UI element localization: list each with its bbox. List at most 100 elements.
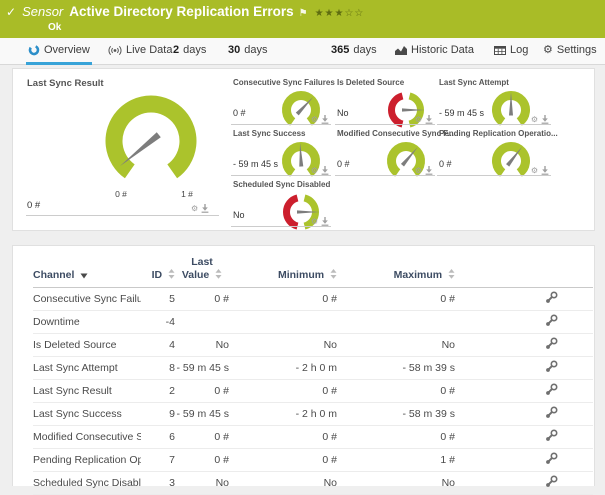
- wrench-icon[interactable]: [545, 429, 558, 442]
- column-header-id[interactable]: ID: [141, 252, 175, 289]
- table-row[interactable]: Scheduled Sync Disabled 3 No No No: [33, 471, 593, 495]
- cell-last-value: 0 #: [175, 448, 229, 473]
- wrench-icon[interactable]: [545, 475, 558, 488]
- priority-flag-icon[interactable]: ⚑: [298, 8, 308, 19]
- cell-last-value: - 59 m 45 s: [175, 356, 229, 381]
- cell-minimum: - 2 h 0 m: [229, 402, 337, 427]
- sort-icon: [168, 269, 175, 279]
- channel-settings-button[interactable]: [455, 379, 593, 404]
- wrench-icon[interactable]: [545, 291, 558, 304]
- cell-channel: Last Sync Result: [33, 379, 141, 404]
- gauge-gear-icon[interactable]: ⚙: [414, 114, 422, 124]
- cell-last-value: - 59 m 45 s: [175, 402, 229, 427]
- cell-id: 6: [141, 425, 175, 450]
- cell-id: 9: [141, 402, 175, 427]
- gauge-tile-scheduled-sync-disabled[interactable]: Scheduled Sync Disabled No ⚙: [231, 177, 331, 230]
- cell-last-value: 0 #: [175, 287, 229, 312]
- cell-id: 8: [141, 356, 175, 381]
- gauge-title: Last Sync Success: [233, 129, 306, 138]
- wrench-icon[interactable]: [545, 314, 558, 327]
- cell-minimum: - 2 h 0 m: [229, 356, 337, 381]
- column-header-minimum[interactable]: Minimum: [229, 252, 337, 289]
- gauge-tile-last-sync-attempt[interactable]: Last Sync Attempt - 59 m 45 s ⚙: [437, 75, 551, 126]
- column-header-maximum[interactable]: Maximum: [337, 252, 455, 289]
- channel-settings-button[interactable]: [455, 448, 593, 473]
- gauge-gear-icon[interactable]: ⚙: [530, 165, 538, 175]
- download-icon[interactable]: [321, 115, 329, 124]
- tab-number: 365: [331, 44, 350, 56]
- tab-live-data[interactable]: Live Data: [106, 38, 174, 62]
- download-icon[interactable]: [321, 166, 329, 175]
- table-row[interactable]: Downtime -4: [33, 310, 593, 335]
- gauge-tile-is-deleted-source[interactable]: Is Deleted Source No ⚙: [335, 75, 435, 128]
- channel-settings-button[interactable]: [455, 425, 593, 450]
- table-row[interactable]: Consecutive Sync Failur...50 #0 #0 #: [33, 287, 593, 312]
- gauge-gear-icon[interactable]: ⚙: [310, 165, 318, 175]
- gauge-tile-last-sync-success[interactable]: Last Sync Success - 59 m 45 s ⚙: [231, 126, 331, 177]
- table-row[interactable]: Last Sync Attempt 8- 59 m 45 s- 2 h 0 m- …: [33, 356, 593, 381]
- tab-label: Live Data: [126, 44, 173, 56]
- wrench-icon[interactable]: [545, 452, 558, 465]
- column-header-last-value[interactable]: Last Value: [175, 252, 229, 289]
- gauge-gear-icon[interactable]: ⚙: [310, 114, 318, 124]
- historic-data-icon: [395, 46, 407, 55]
- gauge-tile-modified-consecutive-sync[interactable]: Modified Consecutive Sync F... 0 # ⚙: [335, 126, 454, 177]
- download-icon[interactable]: [425, 166, 433, 175]
- table-row[interactable]: Is Deleted Source 4 No No No: [33, 333, 593, 358]
- wrench-icon[interactable]: [545, 406, 558, 419]
- tab-365-days[interactable]: 365 days: [329, 38, 379, 62]
- tab-2-days[interactable]: 2 days: [171, 38, 208, 62]
- wrench-icon[interactable]: [545, 360, 558, 373]
- gauge-gear-icon[interactable]: ⚙: [414, 165, 422, 175]
- column-header-actions: [455, 252, 593, 289]
- cell-last-value: 0 #: [175, 425, 229, 450]
- cell-channel: Last Sync Success: [33, 402, 141, 427]
- gauges-overview-panel: Last Sync Result 0 # 1 # 0 # ⚙ Consecuti…: [12, 68, 595, 231]
- download-icon[interactable]: [201, 204, 209, 213]
- column-header-channel[interactable]: Channel: [33, 252, 141, 289]
- wrench-icon[interactable]: [545, 337, 558, 350]
- tab-settings[interactable]: ⚙ Settings: [541, 38, 599, 62]
- cell-channel: Scheduled Sync Disabled: [33, 471, 141, 495]
- channel-settings-button[interactable]: [455, 310, 593, 335]
- download-icon[interactable]: [425, 115, 433, 124]
- cell-minimum: [229, 310, 337, 335]
- gauge-tile-last-sync-result[interactable]: Last Sync Result 0 # 1 # 0 # ⚙: [13, 69, 220, 232]
- gauge-gear-icon[interactable]: ⚙: [191, 203, 199, 213]
- cell-maximum: [337, 310, 455, 335]
- sort-icon: [215, 268, 222, 279]
- tab-historic-data[interactable]: Historic Data: [393, 38, 476, 62]
- wrench-icon[interactable]: [545, 383, 558, 396]
- download-icon[interactable]: [321, 217, 329, 226]
- tab-log[interactable]: Log: [492, 38, 530, 62]
- gauge-value: 0 #: [233, 108, 246, 118]
- divider: [437, 175, 551, 176]
- channel-settings-button[interactable]: [455, 287, 593, 312]
- cell-maximum: No: [337, 333, 455, 358]
- sensor-tab-bar: Overview Live Data 2 days 30 days 365 days Histo…: [0, 38, 605, 65]
- table-row[interactable]: Pending Replication Op... 7 0 #0 #1 #: [33, 448, 593, 473]
- log-icon: [494, 45, 506, 55]
- table-row[interactable]: Modified Consecutive S... 6 0 #0 #0 #: [33, 425, 593, 450]
- download-icon[interactable]: [541, 166, 549, 175]
- gauge-gear-icon[interactable]: ⚙: [310, 216, 318, 226]
- channel-settings-button[interactable]: [455, 356, 593, 381]
- download-icon[interactable]: [541, 115, 549, 124]
- channel-settings-button[interactable]: [455, 402, 593, 427]
- tab-30-days[interactable]: 30 days: [226, 38, 270, 62]
- table-row[interactable]: Last Sync Result 2 0 #0 #0 #: [33, 379, 593, 404]
- tab-overview[interactable]: Overview: [26, 38, 92, 65]
- cell-maximum: 0 #: [337, 379, 455, 404]
- cell-channel: Is Deleted Source: [33, 333, 141, 358]
- overview-icon: [28, 44, 40, 56]
- channel-settings-button[interactable]: [455, 333, 593, 358]
- divider: [231, 175, 331, 176]
- gauge-title: Is Deleted Source: [337, 78, 405, 87]
- priority-stars[interactable]: ★★★☆☆: [314, 8, 365, 19]
- channel-settings-button[interactable]: [455, 471, 593, 495]
- table-row[interactable]: Last Sync Success 9- 59 m 45 s- 2 h 0 m- …: [33, 402, 593, 427]
- cell-id: 4: [141, 333, 175, 358]
- gauge-tile-consecutive-sync-failures[interactable]: Consecutive Sync Failures 0 # ⚙: [231, 75, 335, 126]
- gauge-tile-pending-replication-ops[interactable]: Pending Replication Operatio... 0 # ⚙: [437, 126, 558, 177]
- gauge-gear-icon[interactable]: ⚙: [530, 114, 538, 124]
